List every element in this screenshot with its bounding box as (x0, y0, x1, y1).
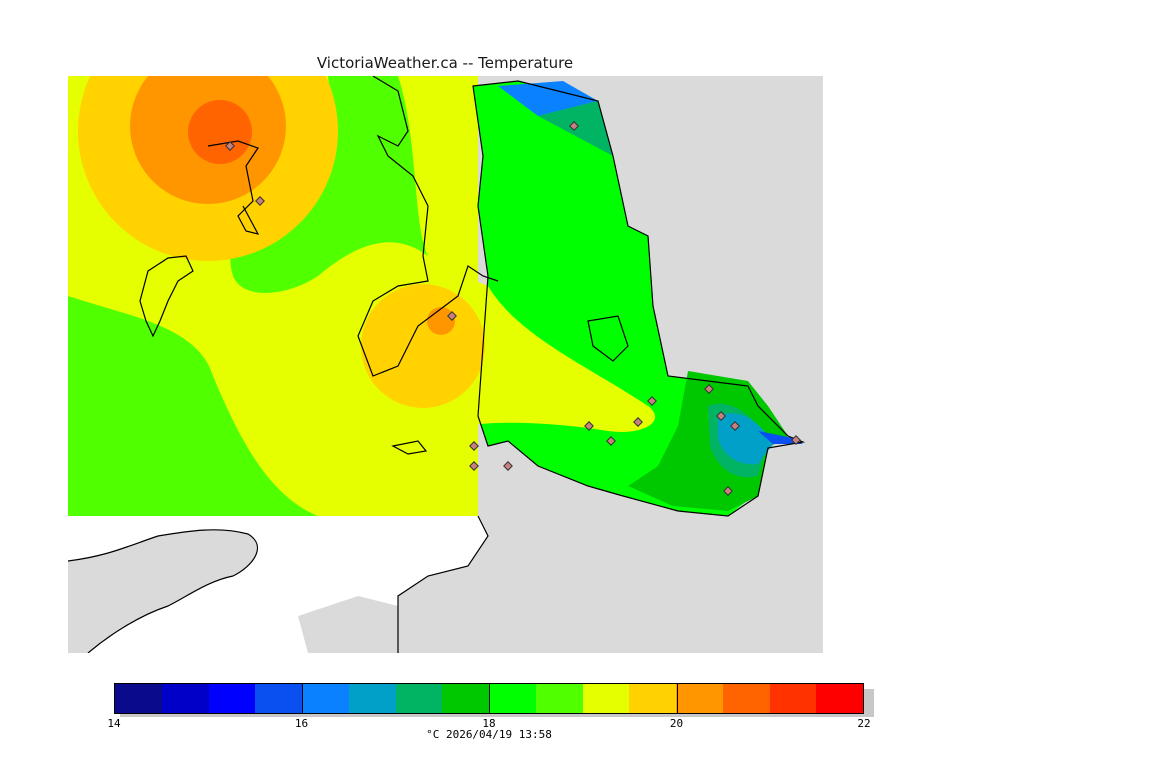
legend-tick-mark (676, 683, 678, 714)
legend-swatch (161, 684, 209, 713)
legend-tick-mark (301, 683, 303, 714)
legend-swatch (302, 684, 349, 713)
coastline-main (357, 76, 499, 377)
field-central-yellow-orange (361, 284, 485, 408)
legend-tick-label: 20 (669, 717, 684, 730)
legend-tick-label: 22 (857, 717, 871, 730)
coastline-island-1 (139, 255, 194, 338)
station-marker (503, 461, 513, 471)
legend-swatch (255, 684, 302, 713)
legend-swatch (115, 684, 162, 713)
legend-tick-label: 16 (294, 717, 309, 730)
station-marker (469, 441, 479, 451)
coastline-south (68, 529, 259, 653)
legend-swatch (722, 684, 770, 713)
station-marker (730, 421, 740, 431)
station-marker (633, 417, 643, 427)
legend-caption: °C 2026/04/19 13:58 (426, 728, 552, 741)
station-marker (225, 141, 235, 151)
station-marker (704, 384, 714, 394)
station-marker (606, 436, 616, 446)
legend-swatch (816, 684, 863, 713)
coastline-island-2 (587, 315, 629, 362)
legend-swatch (348, 684, 396, 713)
legend-swatch (676, 684, 723, 713)
temperature-map (68, 76, 823, 653)
station-marker (716, 411, 726, 421)
station-marker (469, 461, 479, 471)
legend-swatch (629, 684, 676, 713)
legend-tick-mark (489, 683, 490, 714)
land-south-grey (68, 529, 258, 653)
legend-swatch (208, 684, 256, 713)
map-title: VictoriaWeather.ca -- Temperature (316, 54, 574, 72)
legend-swatch (582, 684, 630, 713)
temperature-legend: 14 16 18 20 22 °C 2026/04/19 13:58 (107, 683, 874, 743)
legend-swatch (442, 684, 489, 713)
land-south-grey-2 (298, 596, 398, 653)
field-red-orange (188, 100, 252, 164)
coastline-southeast (397, 515, 489, 653)
coastline-east (472, 80, 806, 517)
legend-swatch (535, 684, 583, 713)
station-marker (647, 396, 657, 406)
field-green-west (68, 296, 318, 516)
station-marker (447, 311, 457, 321)
station-marker (723, 486, 733, 496)
field-central-orange (427, 307, 455, 335)
coastline-west (207, 140, 260, 235)
station-marker (791, 435, 801, 445)
legend-swatch (395, 684, 443, 713)
station-marker (569, 121, 579, 131)
legend-swatch (769, 684, 817, 713)
station-marker (584, 421, 594, 431)
legend-tick-label: 14 (107, 717, 121, 730)
station-marker (255, 196, 265, 206)
field-blue (758, 431, 803, 444)
legend-swatch (489, 684, 536, 713)
coastline-island-3 (391, 440, 428, 455)
legend-tick-label: 18 (482, 717, 496, 730)
